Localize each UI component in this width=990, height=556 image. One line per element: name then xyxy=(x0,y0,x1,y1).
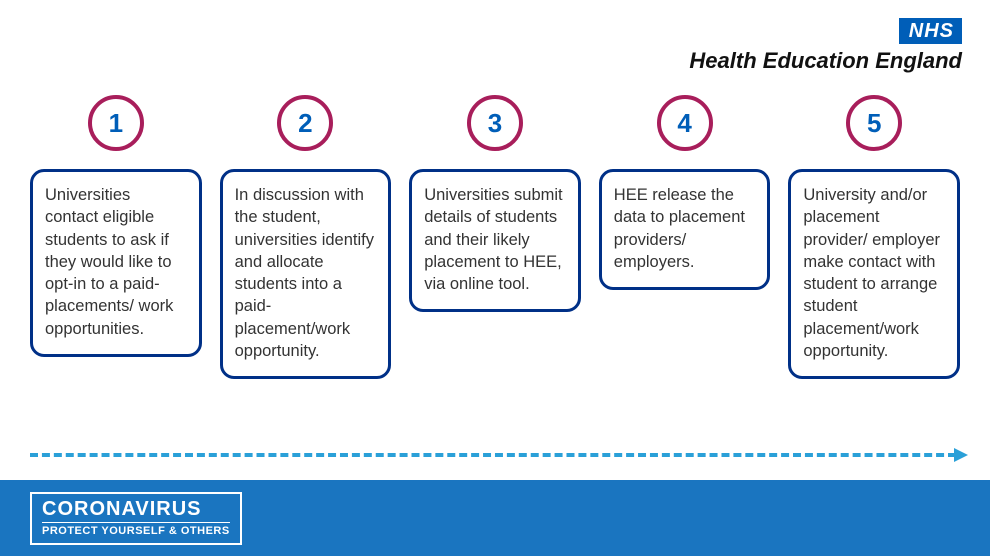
process-steps: 1 Universities contact eligible students … xyxy=(30,95,960,379)
header: NHS Health Education England xyxy=(689,18,962,74)
step-number-circle: 2 xyxy=(277,95,333,151)
step-number-circle: 3 xyxy=(467,95,523,151)
nhs-logo: NHS xyxy=(899,18,962,44)
page-title: Health Education England xyxy=(689,48,962,74)
arrow-head-icon xyxy=(954,448,968,462)
arrow-dashes xyxy=(30,453,956,457)
step-number-circle: 1 xyxy=(88,95,144,151)
step-text-box: Universities submit details of students … xyxy=(409,169,581,312)
footer-banner: CORONAVIRUS PROTECT YOURSELF & OTHERS xyxy=(0,480,990,556)
step-text-box: In discussion with the student, universi… xyxy=(220,169,392,379)
coronavirus-subtitle: PROTECT YOURSELF & OTHERS xyxy=(42,522,230,537)
coronavirus-badge: CORONAVIRUS PROTECT YOURSELF & OTHERS xyxy=(30,492,242,545)
step-2: 2 In discussion with the student, univers… xyxy=(220,95,392,379)
step-text-box: University and/or placement provider/ em… xyxy=(788,169,960,379)
step-4: 4 HEE release the data to placement provi… xyxy=(599,95,771,379)
step-1: 1 Universities contact eligible students … xyxy=(30,95,202,379)
step-text-box: HEE release the data to placement provid… xyxy=(599,169,771,290)
flow-arrow xyxy=(30,452,968,458)
step-number-circle: 4 xyxy=(657,95,713,151)
step-5: 5 University and/or placement provider/ e… xyxy=(788,95,960,379)
step-3: 3 Universities submit details of students… xyxy=(409,95,581,379)
step-text-box: Universities contact eligible students t… xyxy=(30,169,202,357)
coronavirus-title: CORONAVIRUS xyxy=(42,498,230,520)
step-number-circle: 5 xyxy=(846,95,902,151)
